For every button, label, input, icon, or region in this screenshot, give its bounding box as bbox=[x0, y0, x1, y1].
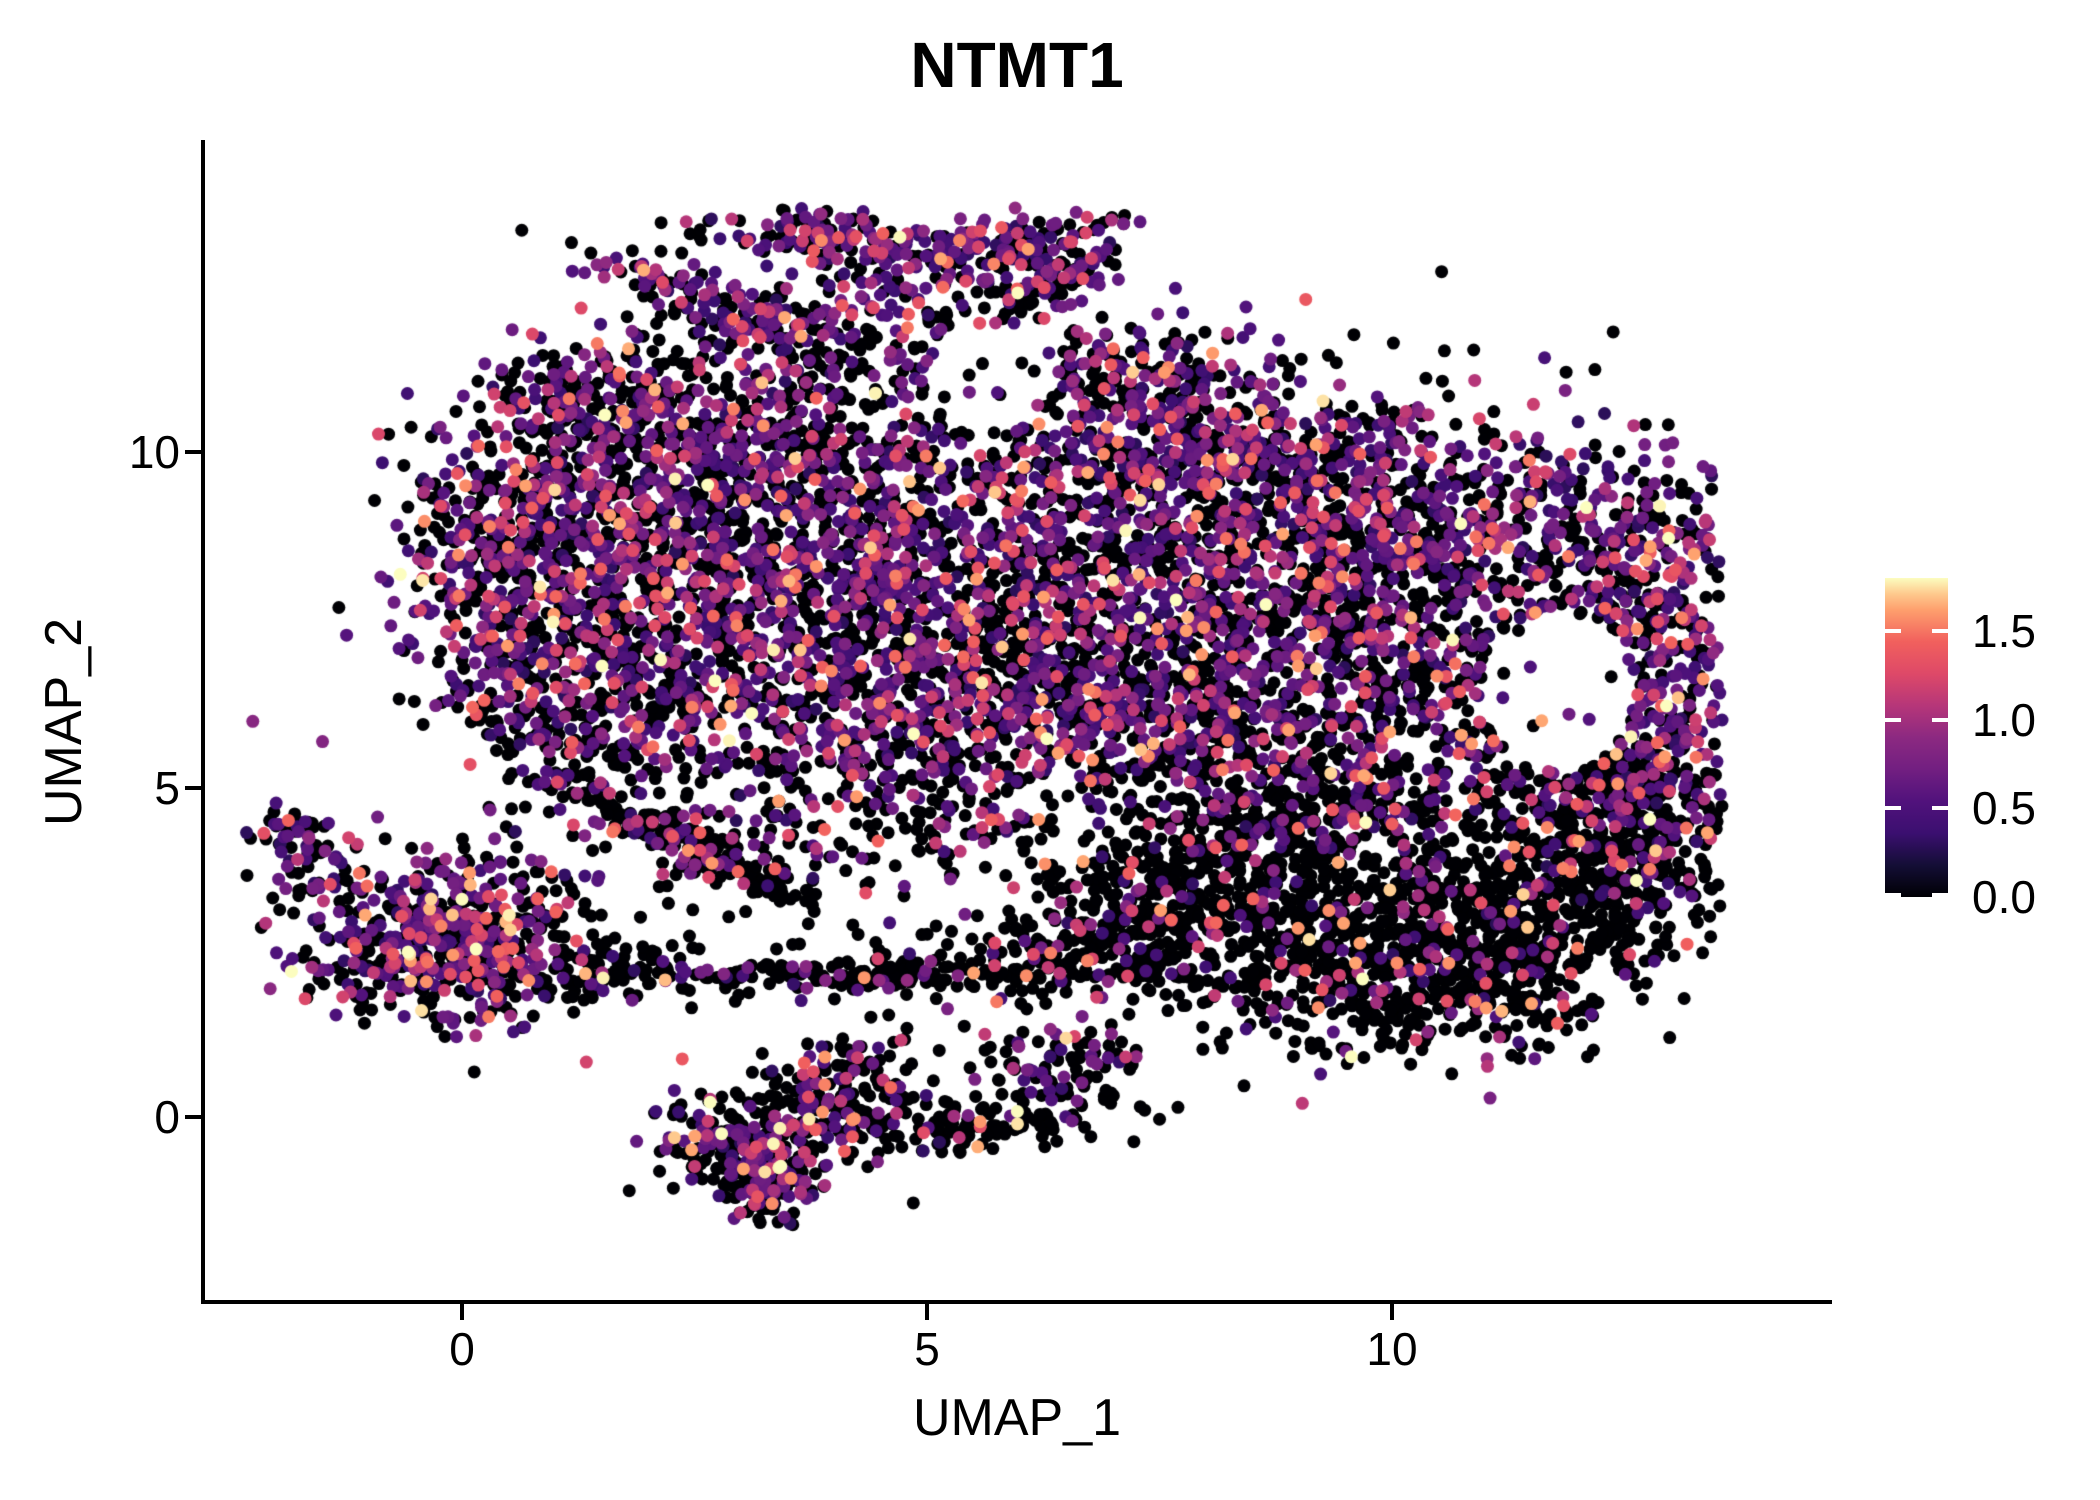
y-axis-line bbox=[201, 140, 205, 1304]
y-axis-title: UMAP_2 bbox=[35, 617, 93, 827]
x-tick-label-5: 5 bbox=[914, 1323, 940, 1375]
x-axis-line bbox=[201, 1300, 1832, 1304]
y-tick-mark-5 bbox=[185, 786, 201, 790]
colorbar-tick-left-0.5 bbox=[1885, 806, 1901, 811]
colorbar-tick-left-1.5 bbox=[1885, 629, 1901, 634]
colorbar-tick-right-0.5 bbox=[1932, 806, 1948, 811]
colorbar-label-0.0: 0.0 bbox=[1972, 871, 2036, 923]
y-tick-mark-0 bbox=[185, 1115, 201, 1119]
x-axis-title: UMAP_1 bbox=[912, 1389, 1122, 1447]
x-tick-mark-5 bbox=[925, 1304, 929, 1320]
colorbar-tick-right-0.0 bbox=[1932, 893, 1948, 897]
colorbar-label-1.5: 1.5 bbox=[1972, 605, 2036, 658]
x-tick-mark-0 bbox=[460, 1304, 464, 1320]
colorbar-label-1.0: 1.0 bbox=[1972, 693, 2036, 746]
colorbar-tick-left-1.0 bbox=[1885, 717, 1901, 722]
x-tick-label-0: 0 bbox=[449, 1323, 475, 1375]
y-tick-label-10: 10 bbox=[128, 426, 180, 478]
colorbar-label-0.5: 0.5 bbox=[1972, 782, 2036, 835]
colorbar-gradient bbox=[1885, 578, 1948, 897]
x-tick-mark-10 bbox=[1390, 1304, 1394, 1320]
y-tick-label-0: 0 bbox=[154, 1091, 180, 1143]
y-tick-mark-10 bbox=[185, 450, 201, 454]
x-tick-label-10: 10 bbox=[1366, 1323, 1418, 1375]
colorbar-tick-left-0.0 bbox=[1885, 893, 1901, 897]
colorbar-tick-right-1.5 bbox=[1932, 629, 1948, 634]
y-tick-label-5: 5 bbox=[154, 762, 180, 814]
colorbar-tick-right-1.0 bbox=[1932, 717, 1948, 722]
